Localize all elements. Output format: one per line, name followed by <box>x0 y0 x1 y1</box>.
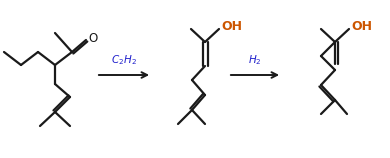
Text: O: O <box>88 33 97 46</box>
Text: H$_2$: H$_2$ <box>248 53 262 67</box>
Text: OH: OH <box>351 19 372 33</box>
Text: OH: OH <box>221 19 242 33</box>
Text: C$_2$H$_2$: C$_2$H$_2$ <box>111 53 137 67</box>
